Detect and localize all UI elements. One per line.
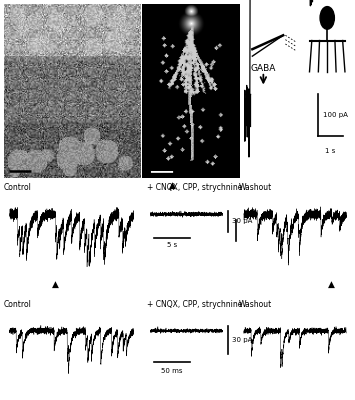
Text: 50 ms: 50 ms xyxy=(162,368,183,374)
Text: GABA: GABA xyxy=(250,64,275,73)
Text: INL: INL xyxy=(145,29,157,38)
Text: + CNQX, CPP, strychnine: + CNQX, CPP, strychnine xyxy=(147,183,242,192)
Circle shape xyxy=(320,7,334,29)
Text: ▲: ▲ xyxy=(52,280,59,289)
Text: 100 pA: 100 pA xyxy=(323,112,348,118)
Text: Washout: Washout xyxy=(239,300,272,309)
Text: Control: Control xyxy=(4,300,32,309)
Text: 30 pA: 30 pA xyxy=(232,337,252,343)
Text: ▲: ▲ xyxy=(169,181,176,190)
Text: + CNQX, CPP, strychnine: + CNQX, CPP, strychnine xyxy=(147,300,242,309)
Text: IPL: IPL xyxy=(145,92,156,101)
Text: Washout: Washout xyxy=(239,183,272,192)
Text: GCL: GCL xyxy=(145,156,160,165)
Text: 1 s: 1 s xyxy=(325,148,336,154)
Text: 5 s: 5 s xyxy=(167,242,177,248)
Text: ▲: ▲ xyxy=(328,280,335,289)
Text: 30 pA: 30 pA xyxy=(232,218,252,224)
Text: Control: Control xyxy=(4,183,32,192)
